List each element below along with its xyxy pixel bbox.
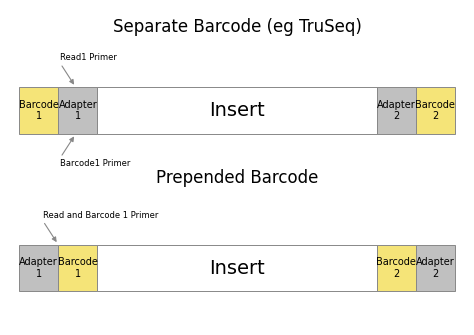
- Bar: [58, 245, 98, 291]
- Text: Barcode
2: Barcode 2: [416, 100, 456, 121]
- Text: Barcode1 Primer: Barcode1 Primer: [61, 159, 131, 168]
- Text: Adapter
1: Adapter 1: [19, 257, 58, 279]
- Bar: [98, 245, 376, 291]
- Bar: [58, 87, 98, 134]
- Bar: [19, 87, 58, 134]
- Bar: [416, 87, 455, 134]
- Text: Adapter
2: Adapter 2: [377, 100, 416, 121]
- Text: Insert: Insert: [209, 259, 265, 277]
- Text: Prepended Barcode: Prepended Barcode: [156, 169, 318, 187]
- Text: Insert: Insert: [209, 101, 265, 120]
- Bar: [376, 245, 416, 291]
- Text: Barcode
1: Barcode 1: [58, 257, 98, 279]
- Bar: [376, 87, 416, 134]
- Text: Adapter
1: Adapter 1: [58, 100, 97, 121]
- Text: Separate Barcode (eg TruSeq): Separate Barcode (eg TruSeq): [112, 18, 362, 36]
- Text: Barcode
1: Barcode 1: [18, 100, 58, 121]
- Text: Adapter
2: Adapter 2: [416, 257, 455, 279]
- Text: Barcode
2: Barcode 2: [376, 257, 416, 279]
- Bar: [416, 245, 455, 291]
- Bar: [19, 245, 58, 291]
- Text: Read1 Primer: Read1 Primer: [61, 53, 118, 62]
- Bar: [98, 87, 376, 134]
- Text: Read and Barcode 1 Primer: Read and Barcode 1 Primer: [43, 211, 158, 220]
